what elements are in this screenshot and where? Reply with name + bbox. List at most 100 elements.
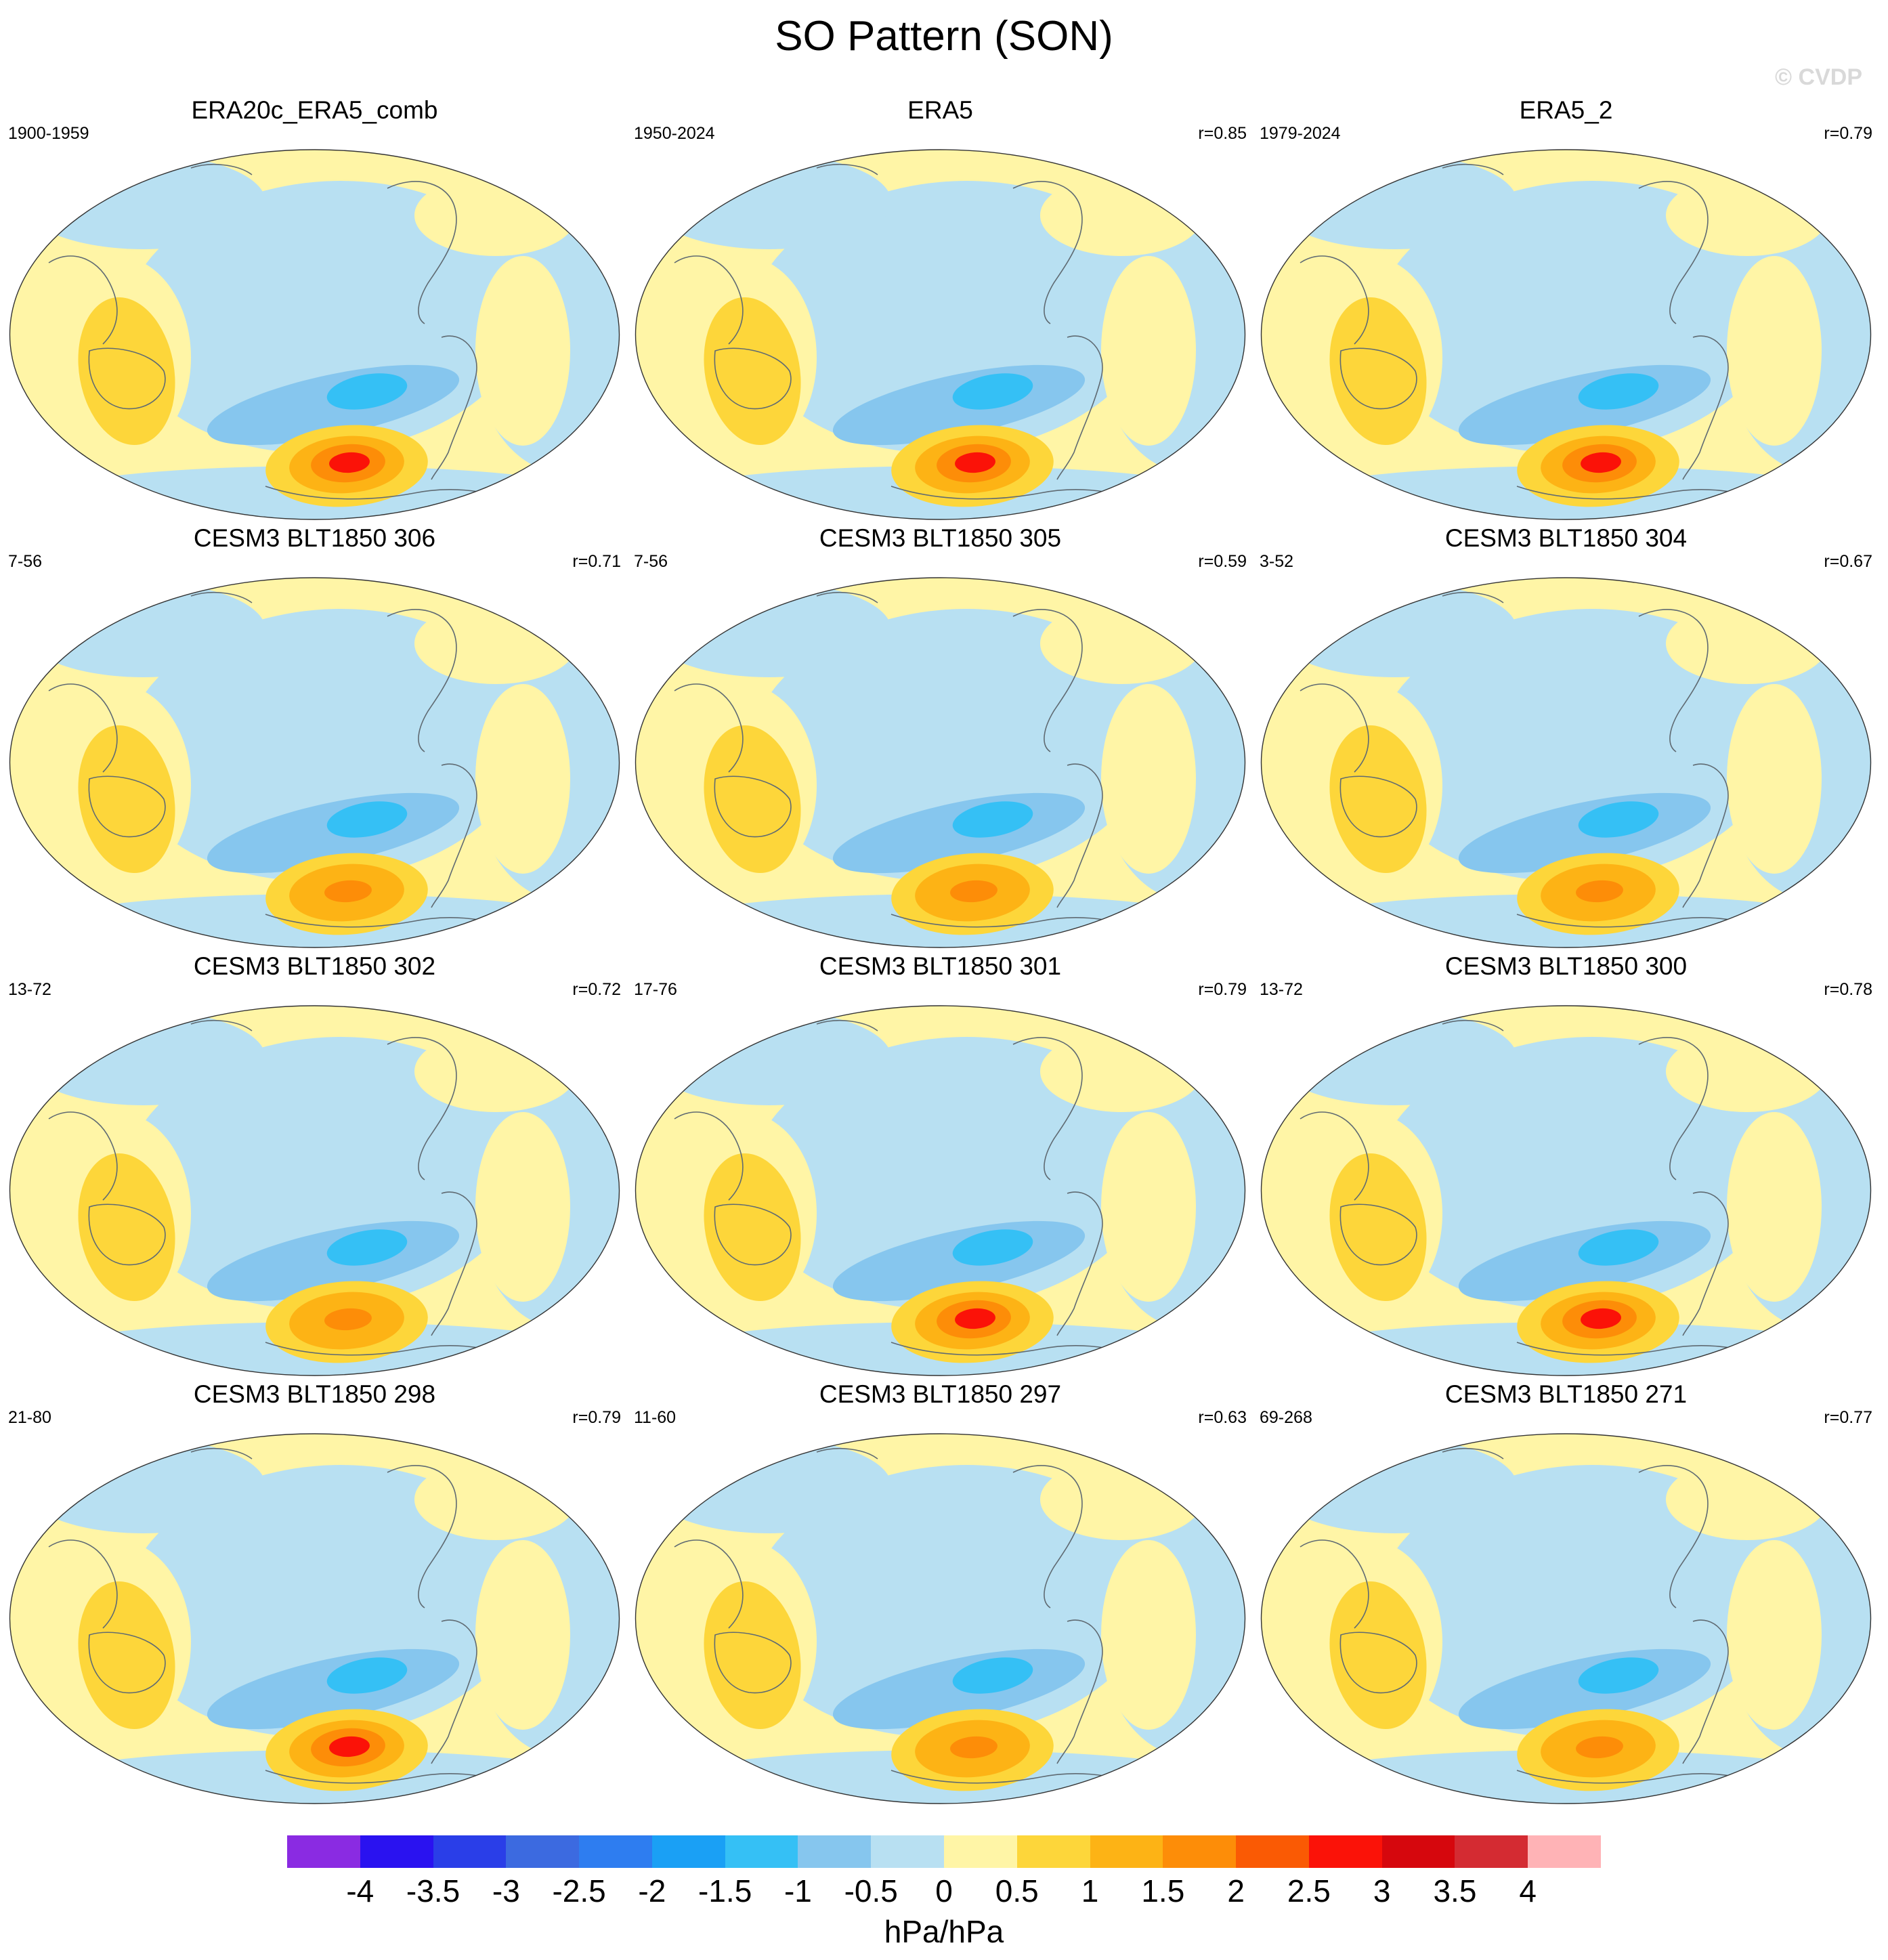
panel-title: CESM3 BLT1850 302 — [193, 952, 436, 980]
map-border — [9, 149, 620, 520]
south-america-positive-region — [1101, 256, 1196, 446]
south-america-positive-region — [1727, 1112, 1822, 1302]
panel-correlation: r=0.72 — [572, 980, 621, 999]
coastline — [1012, 1037, 1083, 1180]
coastline — [88, 1203, 166, 1266]
coastline — [714, 1632, 792, 1694]
panel-correlation: r=0.78 — [1824, 980, 1872, 999]
colorbar-swatch — [579, 1835, 653, 1868]
panel-years: 1979-2024 — [1260, 124, 1341, 143]
map-border — [1260, 149, 1872, 520]
south-america-positive-region — [475, 256, 570, 446]
map-panel: CESM3 BLT1850 304 3-52 r=0.67 — [1260, 523, 1872, 950]
south-america-positive-region — [475, 684, 570, 874]
map-panel: ERA20c_ERA5_comb 1900-1959 — [8, 95, 621, 521]
coastline — [431, 1619, 477, 1764]
coastline — [1056, 1619, 1103, 1764]
australia-positive-core — [78, 297, 175, 446]
panel-years: 1900-1959 — [8, 124, 89, 143]
coastline-outlines — [48, 1448, 510, 1785]
colorbar-tick-label: -0.5 — [844, 1873, 898, 1909]
coastline — [431, 1191, 477, 1336]
panel-title: CESM3 BLT1850 300 — [1444, 952, 1688, 980]
robinson-map — [9, 149, 620, 520]
south-pacific-negative-core — [326, 1657, 408, 1694]
colorbar-tick-label: 2 — [1227, 1873, 1245, 1909]
coastline — [387, 609, 457, 752]
colorbar-tick-label: -1 — [784, 1873, 812, 1909]
map-border — [635, 577, 1246, 948]
south-pacific-negative-core — [326, 801, 408, 838]
australia-positive-core — [1329, 1581, 1427, 1730]
amundsen-positive-anomaly-orange — [950, 880, 997, 903]
panel-title: CESM3 BLT1850 298 — [193, 1380, 436, 1408]
amundsen-positive-anomaly-peak — [1581, 452, 1621, 473]
australia-positive-core — [78, 725, 175, 874]
panel-years: 11-60 — [634, 1408, 677, 1427]
map-border — [9, 577, 620, 948]
coastline — [1638, 609, 1709, 752]
map-border — [1260, 1433, 1872, 1804]
south-pacific-negative-core — [1578, 801, 1659, 838]
south-pacific-negative-core — [1578, 1657, 1659, 1694]
coastline — [1056, 1191, 1103, 1336]
panel-title: CESM3 BLT1850 301 — [819, 952, 1062, 980]
amundsen-positive-anomaly-peak — [1581, 1308, 1621, 1329]
coastline — [816, 1448, 878, 1460]
map-panel: CESM3 BLT1850 305 7-56 r=0.59 — [634, 523, 1247, 950]
amundsen-positive-anomaly-peak — [955, 452, 995, 473]
map-panel: CESM3 BLT1850 298 21-80 r=0.79 — [8, 1379, 621, 1806]
coastline — [88, 347, 166, 410]
cvdp-watermark: © CVDP — [1775, 64, 1862, 90]
south-america-positive-region — [1727, 684, 1822, 874]
colorbar-swatch — [798, 1835, 872, 1868]
australia-positive-core — [1329, 725, 1427, 874]
robinson-map — [9, 577, 620, 948]
coastline — [816, 1020, 878, 1031]
coastline — [714, 1203, 792, 1266]
colorbar-tick-label: 1.5 — [1141, 1873, 1185, 1909]
panel-years: 1950-2024 — [634, 124, 715, 143]
amundsen-positive-anomaly-orange — [324, 880, 372, 903]
south-pacific-negative-core — [952, 373, 1033, 410]
australia-positive-core — [704, 725, 801, 874]
australia-positive-core — [1329, 1153, 1427, 1302]
coastline — [674, 255, 744, 345]
colorbar-swatch — [506, 1835, 580, 1868]
coastline — [1442, 164, 1504, 175]
coastline — [1012, 609, 1083, 752]
robinson-map — [9, 1005, 620, 1376]
coastline — [1300, 683, 1369, 773]
australia-positive-core — [704, 1581, 801, 1730]
coastline-outlines — [1300, 164, 1761, 500]
panel-correlation: r=0.67 — [1824, 552, 1872, 571]
coastline — [1300, 1111, 1369, 1201]
robinson-map — [9, 1433, 620, 1804]
south-pacific-negative-core — [952, 1229, 1033, 1266]
coastline — [387, 181, 457, 324]
colorbar-ticks: -4 -3.5 -3 -2.5 -2 -1.5 -1 -0.5 0 0.5 1 1.5 2 2.5 3 3.5… — [287, 1872, 1601, 1913]
colorbar-swatch — [1455, 1835, 1528, 1868]
colorbar-swatch — [1381, 1835, 1455, 1868]
colorbar-tick-label: -3.5 — [406, 1873, 460, 1909]
south-america-positive-region — [1101, 1540, 1196, 1730]
coastline — [1682, 1191, 1729, 1336]
map-border — [1260, 577, 1872, 948]
south-pacific-negative-core — [1578, 373, 1659, 410]
colorbar-swatch — [871, 1835, 945, 1868]
coastline — [674, 1111, 744, 1201]
coastline — [1682, 763, 1729, 908]
coastline — [1012, 181, 1083, 324]
panel-correlation: r=0.79 — [572, 1408, 621, 1427]
colorbar-tick-label: 0 — [935, 1873, 953, 1909]
coastline — [48, 255, 118, 345]
coastline — [674, 683, 744, 773]
colorbar-swatch — [1528, 1835, 1602, 1868]
coastline — [48, 1111, 118, 1201]
panel-title: CESM3 BLT1850 305 — [819, 524, 1062, 552]
coastline-outlines — [1300, 1448, 1761, 1785]
coastline — [88, 1632, 166, 1694]
coastline — [1442, 1448, 1504, 1460]
colorbar-swatch — [1090, 1835, 1163, 1868]
south-america-positive-region — [1101, 684, 1196, 874]
